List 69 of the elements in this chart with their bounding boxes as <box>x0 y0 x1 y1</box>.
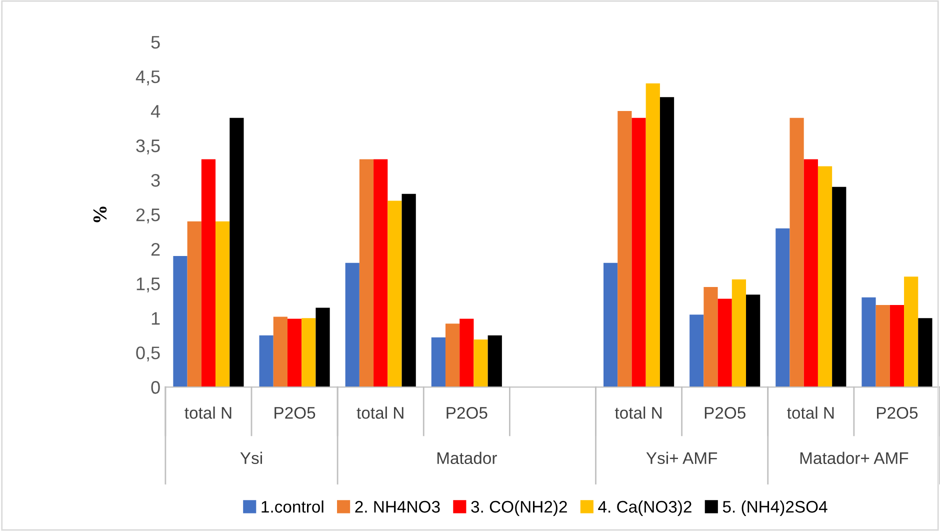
bar <box>618 110 632 388</box>
bar <box>646 83 660 388</box>
y-tick-label: 2,5 <box>136 208 160 224</box>
x-tick-label: total N <box>614 406 662 419</box>
bar <box>345 262 360 388</box>
bar <box>904 276 918 388</box>
text: Matador+ AMF <box>800 452 908 464</box>
bar <box>632 118 646 388</box>
bar <box>690 314 704 388</box>
bar <box>216 221 230 388</box>
text: Matador <box>437 452 497 464</box>
x-tick-label: total N <box>356 406 404 419</box>
y-tick-label: 3,5 <box>136 139 160 154</box>
bar <box>732 279 746 388</box>
y-tick-label: 1 <box>152 312 160 325</box>
bar <box>488 335 502 388</box>
x-tick-label: total N <box>787 406 834 419</box>
bar <box>704 287 718 388</box>
bar <box>818 166 832 388</box>
bar <box>790 118 804 388</box>
legend-label: 3. CO(NH2)2 <box>471 500 567 516</box>
y-tick-label: 2 <box>151 242 160 256</box>
bar <box>460 318 474 388</box>
bar <box>918 318 932 388</box>
legend-label: 2. NH4NO3 <box>355 500 440 513</box>
bar <box>287 318 302 388</box>
bar <box>259 335 274 388</box>
y-tick-label: 1,5 <box>136 278 160 292</box>
bar <box>302 318 316 388</box>
bar <box>431 337 446 388</box>
bar <box>173 256 188 388</box>
y-tick-label: 3 <box>151 174 160 187</box>
bar <box>776 228 790 388</box>
bar <box>187 221 202 388</box>
bar <box>374 159 388 388</box>
y-tick-label: 4,5 <box>136 70 160 86</box>
bar <box>603 262 618 388</box>
x-tick-label: total N <box>184 406 232 419</box>
bar <box>876 304 890 388</box>
bar <box>890 304 904 388</box>
bar <box>474 339 488 388</box>
legend-label: 1.control <box>262 500 324 513</box>
y-tick-label: 0,5 <box>136 346 160 362</box>
text: Ysi <box>240 452 262 464</box>
x-tick-label: P2O5 <box>446 406 488 419</box>
x-tick-label: P2O5 <box>704 406 746 419</box>
bar <box>660 97 674 388</box>
y-axis-title: % <box>93 206 107 222</box>
x-tick-label: P2O5 <box>274 406 316 419</box>
bar <box>746 294 760 388</box>
legend-label: 5. (NH4)2SO4 <box>722 500 828 516</box>
text: Ysi+ AMF <box>646 452 718 464</box>
bar <box>316 308 330 388</box>
x-tick-label: P2O5 <box>877 406 918 419</box>
bar <box>230 118 244 388</box>
bar <box>804 159 818 388</box>
bar <box>445 324 460 388</box>
y-tick-label: 5 <box>151 36 160 49</box>
bar <box>402 194 416 388</box>
bar <box>273 316 288 388</box>
bar <box>718 298 732 388</box>
bar <box>388 200 402 388</box>
bar <box>201 159 216 388</box>
bar <box>832 186 846 388</box>
y-tick-label: 0 <box>151 381 160 394</box>
legend-label: 4. Ca(NO3)2 <box>598 500 692 516</box>
bar <box>862 297 876 388</box>
bar <box>359 159 374 388</box>
y-tick-label: 4 <box>150 105 160 118</box>
